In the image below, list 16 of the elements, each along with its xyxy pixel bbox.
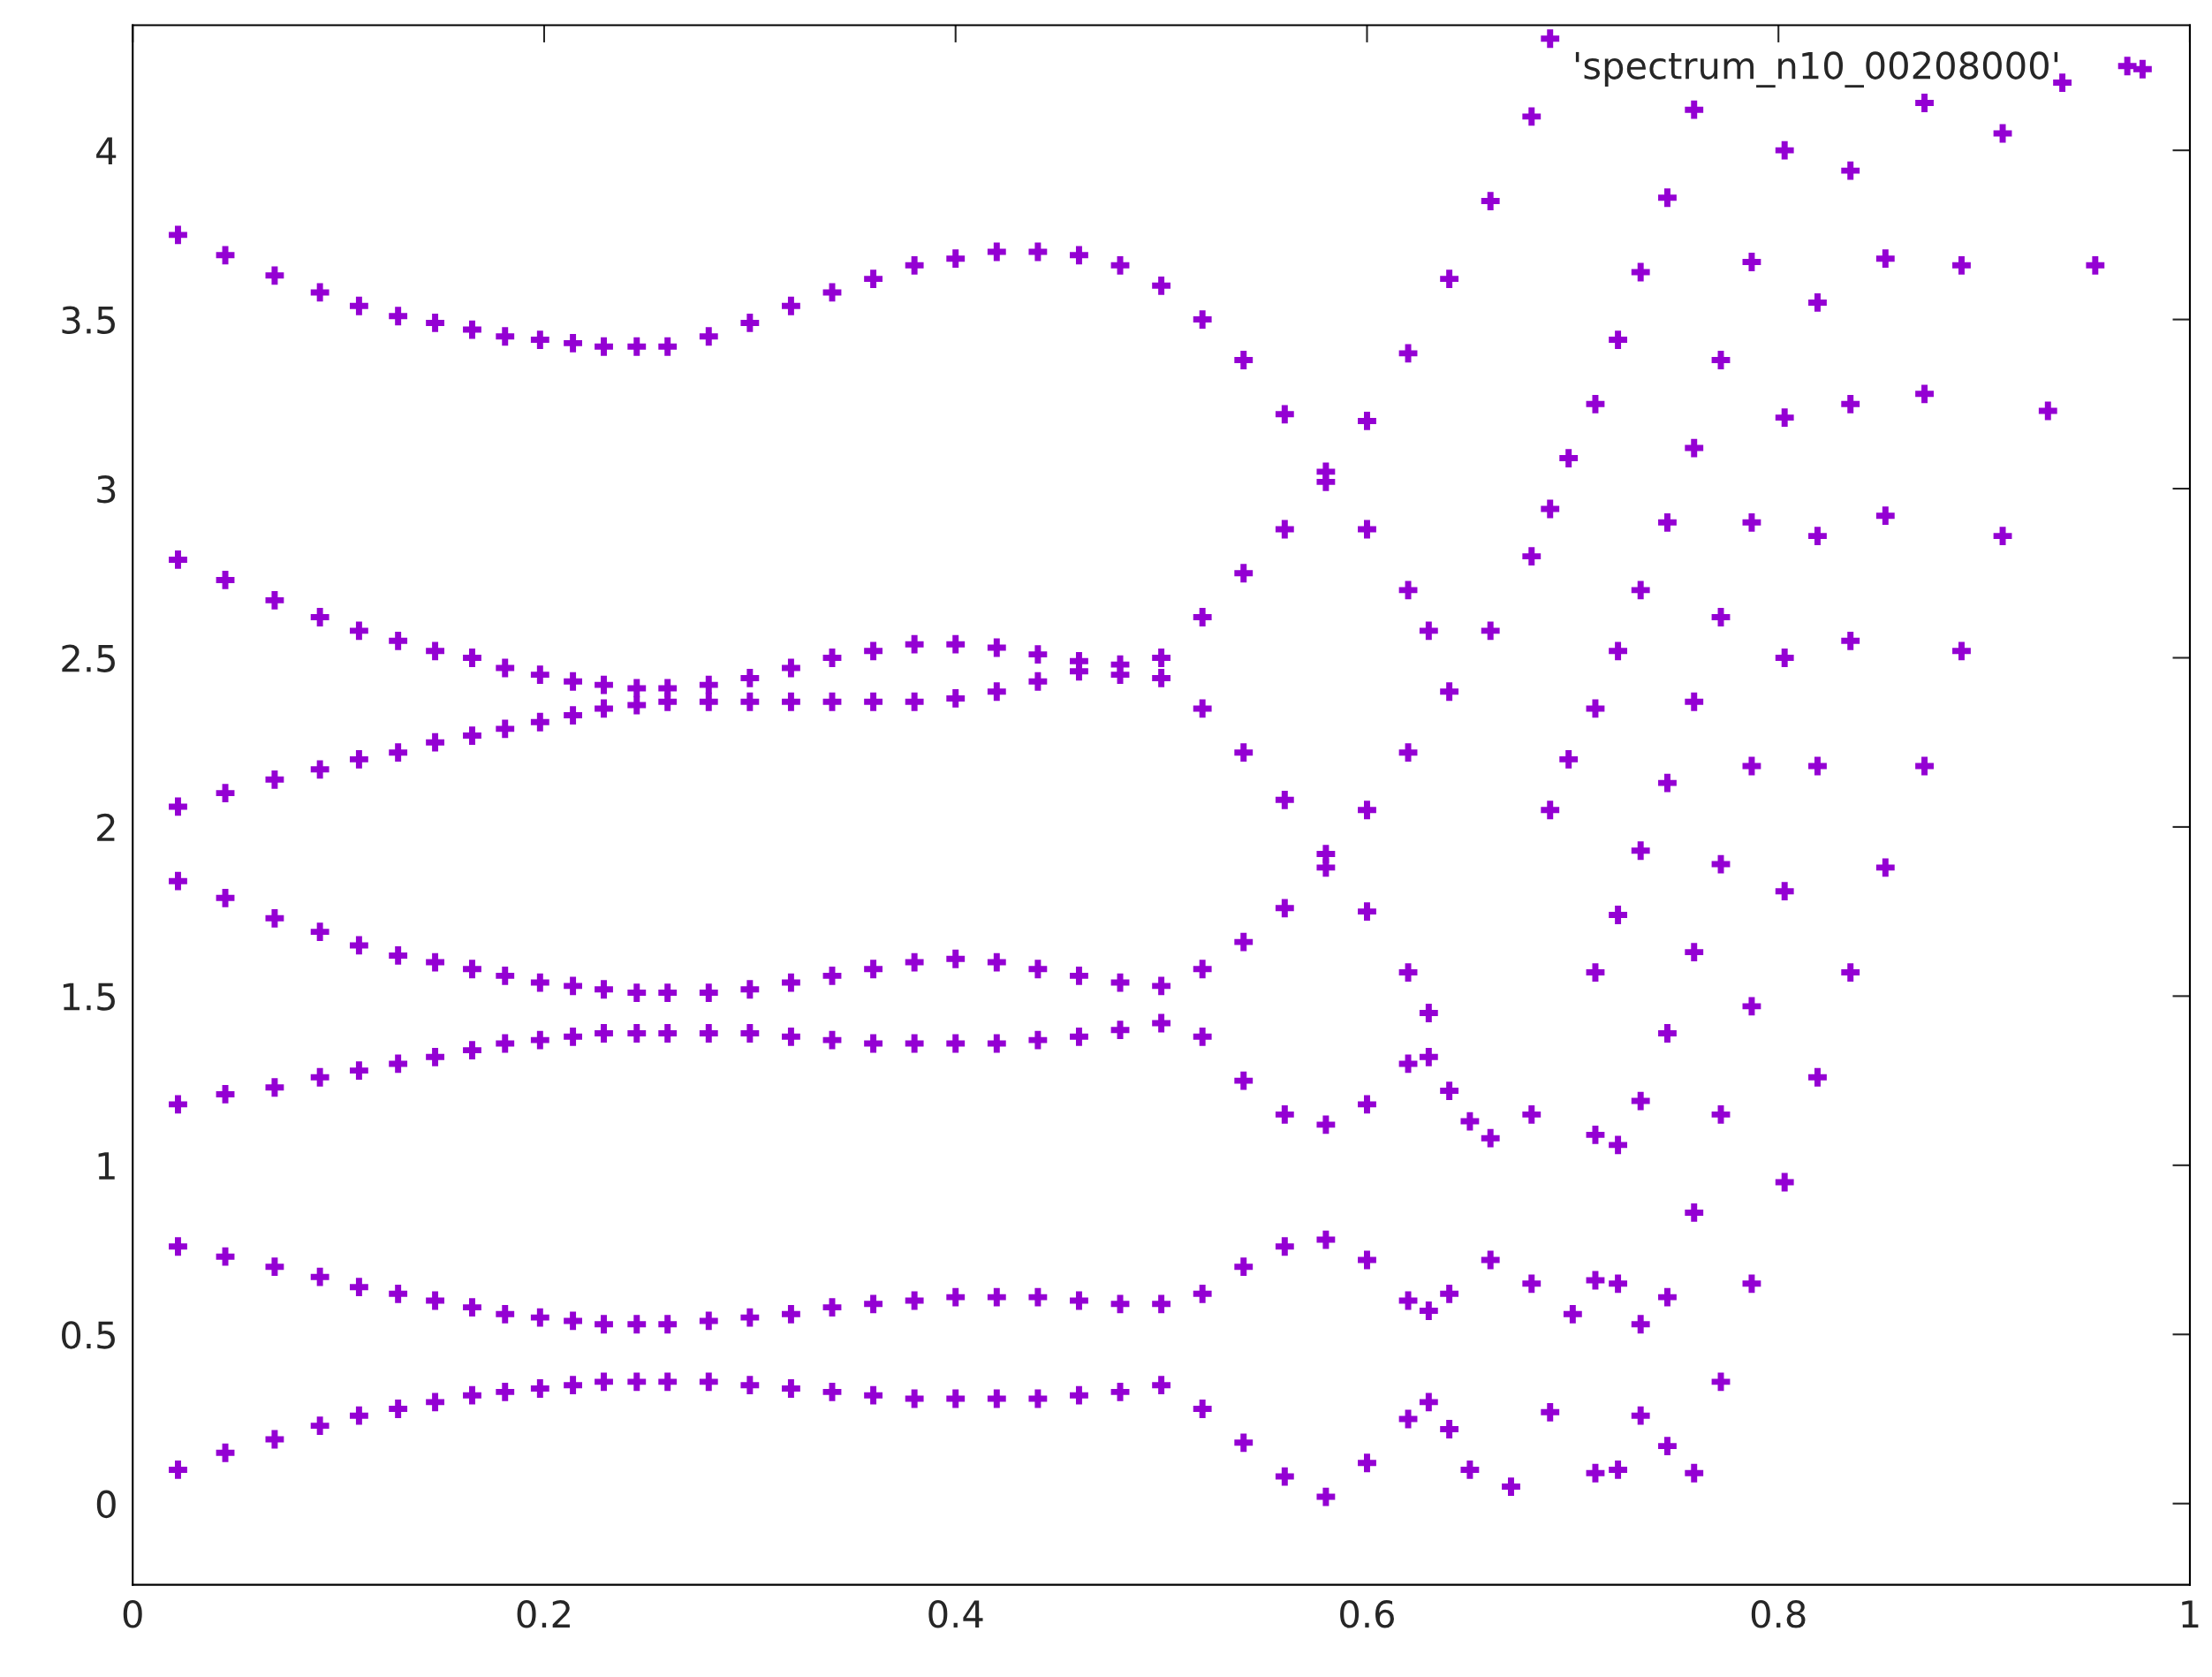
x-tick-label: 0	[123, 1600, 142, 1628]
y-tick-label: 1	[98, 1152, 115, 1180]
y-tick-label: 3	[97, 474, 116, 504]
x-tick-label: 0.2	[517, 1600, 570, 1628]
y-tick-label: 1.5	[63, 983, 115, 1011]
x-tick-label: 0.6	[1340, 1600, 1394, 1628]
x-tick-label: 0.8	[1751, 1600, 1806, 1628]
legend-label: 'spectrum_n10_00208000'	[1575, 51, 2058, 88]
y-tick-label: 0.5	[62, 1321, 115, 1349]
x-tick-label: 0.4	[928, 1600, 983, 1628]
y-tick-label: 2	[97, 813, 115, 841]
x-tick-label: 1	[2182, 1600, 2199, 1628]
y-tick-label: 0	[96, 1490, 116, 1519]
y-tick-label: 3.5	[62, 306, 115, 335]
y-tick-label: 2.5	[62, 644, 115, 672]
y-tick-label: 4	[96, 137, 117, 164]
